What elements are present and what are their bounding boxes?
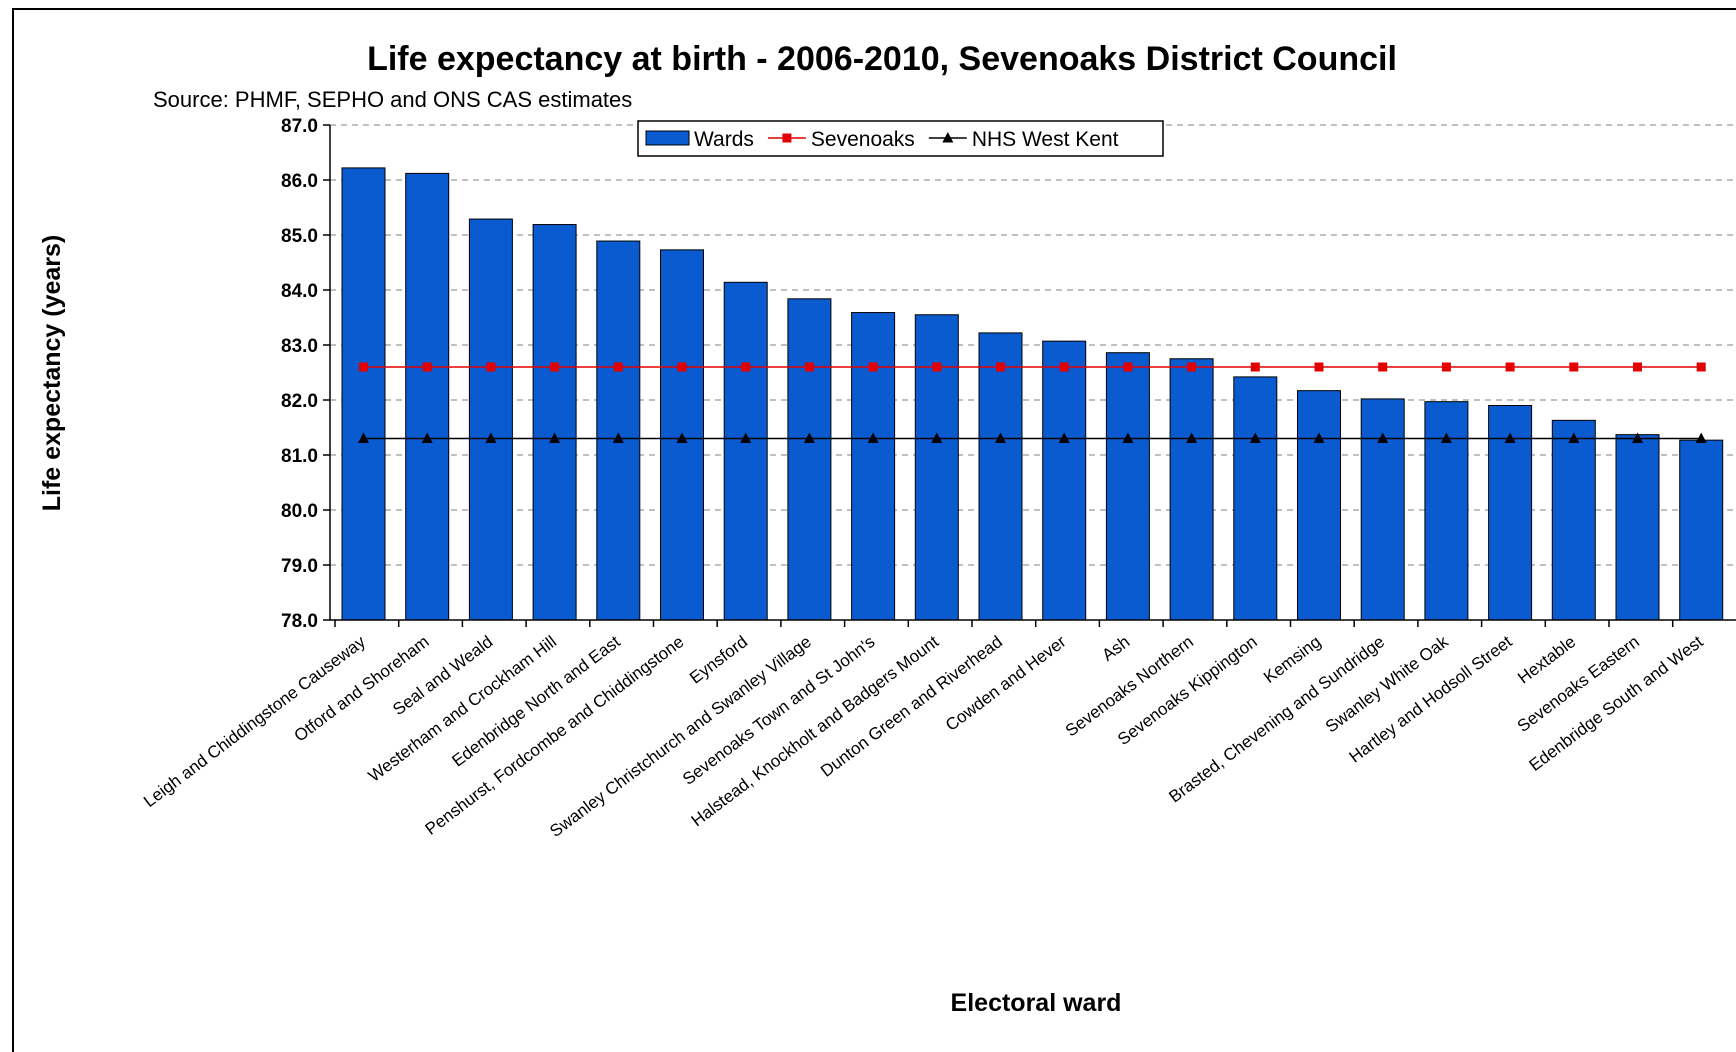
series-marker	[1695, 432, 1707, 443]
series-marker	[1249, 432, 1261, 443]
y-tick-label: 87.0	[281, 116, 318, 137]
series-marker	[676, 432, 688, 443]
series-marker	[1505, 362, 1515, 372]
series-marker	[1568, 432, 1580, 443]
series-marker	[549, 432, 561, 443]
bar	[341, 167, 386, 621]
y-tick-label: 84.0	[281, 281, 318, 302]
y-tick-label: 79.0	[281, 556, 318, 577]
series-marker	[1632, 432, 1643, 443]
bar	[1551, 419, 1596, 621]
series-marker	[1504, 432, 1516, 443]
series-marker	[741, 362, 751, 372]
bar	[1615, 434, 1660, 621]
series-marker	[803, 432, 815, 443]
series-marker	[931, 432, 943, 443]
series-marker	[1122, 432, 1134, 443]
bar	[914, 314, 959, 621]
series-marker	[1441, 362, 1451, 372]
series-marker	[421, 432, 433, 443]
bar	[405, 172, 450, 621]
series-marker	[677, 362, 687, 372]
bar	[532, 224, 577, 621]
series-marker	[867, 432, 879, 443]
y-tick-label: 85.0	[281, 226, 318, 247]
series-marker	[1696, 362, 1706, 372]
bar	[468, 218, 513, 621]
series-marker	[485, 432, 497, 443]
series-marker	[740, 432, 752, 443]
series-marker	[1440, 432, 1452, 443]
series-marker	[1123, 362, 1133, 372]
series-marker	[359, 362, 368, 372]
y-tick-label: 82.0	[281, 391, 318, 412]
y-tick-labels: 78.0 79.0 80.0 81.0 82.0 83.0 84.0 85.0 86.0 87.0	[281, 116, 318, 632]
x-tick-label: Ash	[1098, 632, 1133, 665]
legend: Wards Sevenoaks NHS West Kent	[637, 120, 1164, 157]
series-marker	[1314, 362, 1324, 372]
y-tick-label: 86.0	[281, 171, 318, 192]
series-marker	[1569, 362, 1579, 372]
series-marker	[422, 362, 432, 372]
legend-swatch	[645, 130, 690, 146]
series-marker	[868, 362, 878, 372]
series-marker	[486, 362, 496, 372]
bar	[1679, 439, 1724, 621]
bar	[1042, 340, 1087, 621]
bar	[1360, 398, 1405, 621]
series-marker	[1377, 432, 1389, 443]
bar	[596, 240, 641, 621]
series-marker	[358, 432, 369, 443]
bar	[1105, 352, 1150, 621]
legend-label: Wards	[694, 128, 754, 151]
legend-marker	[782, 133, 792, 143]
y-tick-label: 81.0	[281, 446, 318, 467]
series-marker	[1058, 432, 1070, 443]
bar	[723, 281, 768, 621]
series-marker	[1633, 362, 1642, 372]
bar	[1169, 358, 1214, 621]
bar	[1297, 390, 1341, 621]
chart-title: Life expectancy at birth - 2006-2010, Se…	[367, 40, 1397, 78]
axes	[323, 124, 1736, 627]
series-marker	[1186, 432, 1198, 443]
series-marker	[1059, 362, 1069, 372]
chart-frame	[12, 8, 1736, 1052]
series-marker	[932, 362, 942, 372]
y-tick-label: 80.0	[281, 501, 318, 522]
series-marker	[1250, 362, 1260, 372]
series-marker	[996, 362, 1005, 372]
series-marker	[1187, 362, 1197, 372]
series-marker	[612, 432, 624, 443]
series-marker	[995, 432, 1006, 443]
y-axis-title: Life expectancy (years)	[38, 235, 66, 512]
legend-box	[637, 120, 1164, 157]
bar	[787, 298, 832, 621]
legend-label: NHS West Kent	[972, 128, 1119, 151]
x-tick-label: Leigh and Chiddingstone Causeway	[140, 632, 369, 811]
bar	[978, 332, 1023, 621]
legend-marker	[942, 132, 954, 143]
series-marker	[804, 362, 814, 372]
series-marker	[550, 362, 560, 372]
x-tick-label: Cowden and Hever	[942, 632, 1070, 735]
reference-lines	[358, 362, 1707, 443]
y-tick-label: 78.0	[281, 611, 318, 632]
series-marker	[1313, 432, 1325, 443]
bar	[851, 312, 896, 621]
x-axis-title: Electoral ward	[951, 989, 1122, 1017]
series-marker	[613, 362, 623, 372]
chart-subtitle: Source: PHMF, SEPHO and ONS CAS estimate…	[153, 87, 632, 112]
legend-label: Sevenoaks	[811, 128, 915, 151]
y-tick-label: 83.0	[281, 336, 318, 357]
bars	[341, 167, 1724, 621]
series-marker	[1378, 362, 1388, 372]
bar	[1233, 376, 1278, 621]
